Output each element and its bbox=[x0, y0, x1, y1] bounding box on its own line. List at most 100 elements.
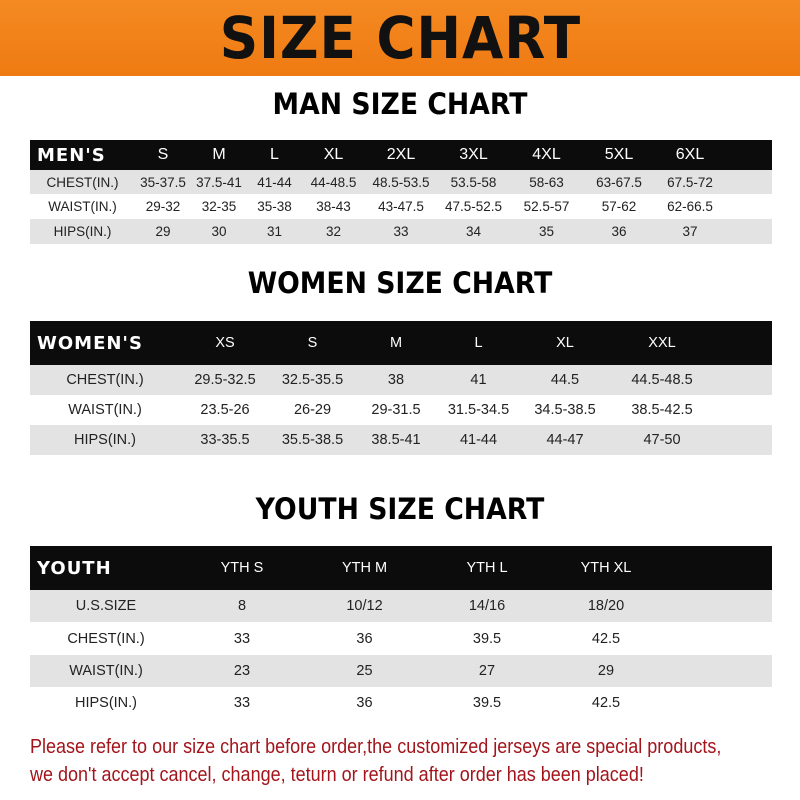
cell: 10/12 bbox=[346, 598, 383, 614]
cell: 14/16 bbox=[468, 598, 506, 614]
table-row: CHEST(IN.) 35-37.5 37.5-41 41-44 44-48.5 48.5… bbox=[30, 170, 772, 194]
cell: 33 bbox=[233, 630, 251, 647]
cell: XS bbox=[215, 335, 235, 351]
cell: XXL bbox=[648, 335, 676, 351]
cell: 29-32 bbox=[145, 199, 181, 214]
table-row: CHEST(IN.) 29.5-32.5 32.5-35.5 38 41 44.5 44.5… bbox=[30, 365, 772, 395]
cell: 8 bbox=[237, 598, 247, 614]
cell: 26-29 bbox=[293, 402, 332, 418]
cell: 44-47 bbox=[546, 432, 584, 448]
cell: 44.5-48.5 bbox=[631, 372, 693, 388]
cell: 43-47.5 bbox=[378, 199, 424, 214]
cell: 38.5-42.5 bbox=[631, 402, 693, 418]
cell: 52.5-57 bbox=[523, 199, 570, 214]
cell: 37 bbox=[682, 224, 698, 239]
row-label: MEN'S bbox=[37, 144, 106, 166]
cell: 53.5-58 bbox=[450, 174, 497, 190]
cell: 48.5-53.5 bbox=[372, 174, 430, 190]
row-label: WAIST(IN.) bbox=[68, 402, 142, 418]
cell: 39.5 bbox=[472, 694, 502, 711]
cell: 33-35.5 bbox=[200, 432, 250, 448]
cell: 62-66.5 bbox=[667, 199, 713, 214]
cell: 58-63 bbox=[529, 174, 564, 190]
cell: 31.5-34.5 bbox=[447, 402, 510, 418]
cell: 36 bbox=[356, 694, 373, 711]
row-label: WAIST(IN.) bbox=[69, 663, 143, 679]
men-section-title: MAN SIZE CHART bbox=[272, 87, 528, 121]
cell: 29-31.5 bbox=[371, 402, 421, 418]
cell: 41-44 bbox=[459, 432, 498, 448]
cell: 35.5-38.5 bbox=[281, 432, 344, 448]
cell: 33 bbox=[393, 224, 409, 239]
cell: XL bbox=[323, 146, 344, 163]
cell: 41-44 bbox=[257, 174, 292, 190]
cell: 32 bbox=[325, 224, 342, 239]
row-label: YOUTH bbox=[37, 557, 112, 579]
cell: 4XL bbox=[532, 146, 561, 163]
cell: XL bbox=[556, 335, 574, 351]
cell: 23.5-26 bbox=[200, 402, 250, 418]
cell: 34.5-38.5 bbox=[534, 402, 596, 418]
cell: 44.5 bbox=[550, 372, 580, 388]
cell: 36 bbox=[356, 630, 373, 647]
header-row: YOUTH YTH S YTH M YTH L YTH XL bbox=[30, 546, 772, 590]
women-size-table: WOMEN'S XS S M L XL XXL CHEST(IN.) 29.5-32.5 32.5… bbox=[30, 321, 772, 455]
cell: 38.5-41 bbox=[371, 432, 421, 448]
men-size-table: MEN'S S M L XL 2XL 3XL 4XL 5XL 6XL CHEST(IN.) 35-37… bbox=[30, 140, 772, 244]
cell: 32-35 bbox=[201, 199, 237, 214]
cell: L bbox=[474, 335, 483, 351]
row-label: CHEST(IN.) bbox=[46, 174, 119, 190]
cell: 31 bbox=[266, 224, 283, 239]
youth-section-title: YOUTH SIZE CHART bbox=[255, 492, 545, 526]
cell: YTH S bbox=[220, 560, 264, 576]
cell: 47-50 bbox=[643, 432, 681, 448]
table-row: WAIST(IN.) 23 25 27 29 bbox=[30, 655, 772, 687]
cell: 57-62 bbox=[601, 199, 637, 214]
order-notice: Please refer to our size chart before or… bbox=[30, 736, 722, 786]
cell: 38-43 bbox=[316, 199, 351, 214]
row-label: WAIST(IN.) bbox=[48, 199, 117, 214]
cell: M bbox=[389, 335, 403, 351]
cell: 35-38 bbox=[257, 199, 292, 214]
cell: 30 bbox=[211, 224, 227, 239]
table-row: HIPS(IN.) 29 30 31 32 33 34 35 36 37 bbox=[30, 219, 772, 244]
table-row: HIPS(IN.) 33 36 39.5 42.5 bbox=[30, 687, 772, 718]
youth-size-table: YOUTH YTH S YTH M YTH L YTH XL U.S.SIZE 8 10/12… bbox=[30, 546, 772, 718]
cell: 25 bbox=[356, 663, 373, 679]
cell: 63-67.5 bbox=[596, 174, 642, 190]
row-label: WOMEN'S bbox=[37, 332, 143, 354]
cell: 29 bbox=[155, 224, 171, 239]
table-row: U.S.SIZE 8 10/12 14/16 18/20 bbox=[30, 590, 772, 622]
page-title: SIZE CHART bbox=[219, 4, 581, 72]
cell: 47.5-52.5 bbox=[444, 199, 503, 214]
cell: 36 bbox=[611, 224, 627, 239]
cell: 29.5-32.5 bbox=[194, 372, 256, 388]
table-row: WAIST(IN.) 29-32 32-35 35-38 38-43 43-47.5 47.… bbox=[30, 194, 772, 219]
cell: 39.5 bbox=[472, 630, 502, 647]
cell: 35 bbox=[538, 224, 555, 239]
cell: YTH M bbox=[341, 560, 388, 576]
row-label: HIPS(IN.) bbox=[53, 224, 112, 239]
cell: 6XL bbox=[675, 146, 705, 163]
cell: 33 bbox=[233, 694, 251, 711]
cell: 67.5-72 bbox=[667, 174, 713, 190]
cell: YTH L bbox=[466, 560, 508, 576]
cell: 18/20 bbox=[587, 598, 625, 614]
cell: 5XL bbox=[604, 146, 634, 163]
cell: 42.5 bbox=[591, 630, 621, 647]
row-label: HIPS(IN.) bbox=[74, 694, 138, 711]
cell: 38 bbox=[387, 372, 405, 388]
women-section-title: WOMEN SIZE CHART bbox=[247, 266, 553, 300]
cell: S bbox=[307, 335, 318, 351]
header-row: MEN'S S M L XL 2XL 3XL 4XL 5XL 6XL bbox=[30, 140, 772, 170]
cell: 27 bbox=[478, 663, 496, 679]
cell: 37.5-41 bbox=[196, 174, 242, 190]
cell: 35-37.5 bbox=[140, 174, 186, 190]
cell: 34 bbox=[465, 224, 482, 239]
cell: 3XL bbox=[459, 146, 488, 163]
cell: 2XL bbox=[386, 146, 416, 163]
table-row: HIPS(IN.) 33-35.5 35.5-38.5 38.5-41 41-44 44-… bbox=[30, 425, 772, 455]
title-banner: SIZE CHART bbox=[0, 0, 800, 76]
row-label: U.S.SIZE bbox=[75, 598, 137, 614]
cell: 44-48.5 bbox=[310, 174, 357, 190]
